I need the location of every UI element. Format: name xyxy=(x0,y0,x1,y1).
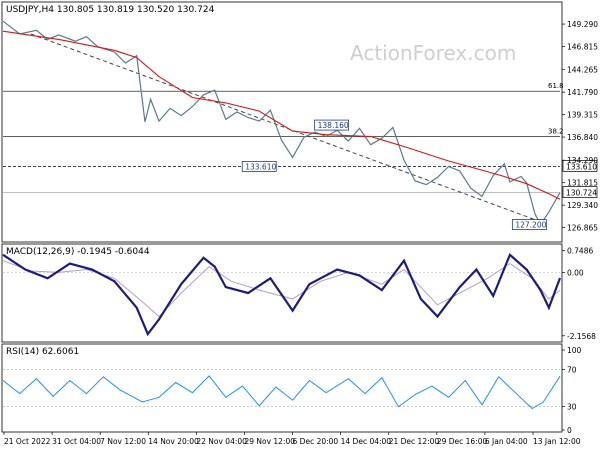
rsi-y-ticks: 100 70 30 0 xyxy=(562,346,582,435)
y-tick-label: 0.00 xyxy=(567,268,584,277)
price-annotation-label: 138.160 xyxy=(318,121,349,130)
x-tick-label: 29 Nov 12:00 xyxy=(244,437,295,446)
current-price-box xyxy=(562,186,598,198)
price-annotation-label: 133.610 xyxy=(245,162,276,171)
price-series xyxy=(2,20,561,226)
y-tick-label: 0.7486 xyxy=(567,246,593,255)
rsi-title: RSI(14) 62.6061 xyxy=(6,347,79,357)
x-axis: 21 Oct 2022 31 Oct 04:00 7 Nov 12:00 14 Nov… xyxy=(3,432,581,446)
y-tick-label: 129.340 xyxy=(567,201,598,210)
price-annotation-label: 127.200 xyxy=(515,221,546,230)
y-tick-label: 30 xyxy=(567,403,577,412)
x-tick-label: 14 Nov 20:00 xyxy=(148,437,199,446)
x-tick-label: 7 Nov 12:00 xyxy=(100,437,146,446)
y-tick-label: 144.265 xyxy=(567,66,598,75)
price-annotation-box xyxy=(511,219,547,230)
fib-level-label: 61.8 xyxy=(548,82,564,90)
y-tick-label: 139.315 xyxy=(567,111,598,120)
x-tick-label: 6 Dec 20:00 xyxy=(293,437,339,446)
y-tick-label: 0 xyxy=(567,426,572,435)
price-annotation-box xyxy=(314,119,350,131)
current-price-label: 130.724 xyxy=(566,189,597,198)
macd-pane-frame xyxy=(1,243,563,343)
y-tick-label: 141.790 xyxy=(567,88,598,97)
y-tick-label: 134.290 xyxy=(567,156,598,165)
price-y-ticks: 149.290 146.815 144.265 141.790 139.315 136.8… xyxy=(562,20,598,233)
x-tick-label: 6 Jan 04:00 xyxy=(485,437,528,446)
fib-level-label: 38.2 xyxy=(548,128,564,136)
watermark: ActionForex.com xyxy=(350,41,516,65)
y-tick-label: 149.290 xyxy=(567,20,598,29)
support-level-box xyxy=(562,160,598,172)
support-level-label: 133.610 xyxy=(566,162,597,171)
y-tick-label: 126.865 xyxy=(567,224,598,233)
price-title-symbol: USDJPY,H4 xyxy=(6,5,54,15)
price-title: USDJPY,H4 130.805 130.819 130.520 130.72… xyxy=(6,5,215,15)
y-tick-label: -2.1568 xyxy=(567,332,596,341)
rsi-pane: 100 70 30 0 RSI(14) 62.6061 xyxy=(1,343,582,435)
macd-pane: 0.7486 0.00 -2.1568 MACD(12,26,9) -0.1945 … xyxy=(1,243,596,343)
price-pane-frame xyxy=(1,1,563,243)
price-annotation-box xyxy=(241,160,277,172)
y-tick-label: 131.815 xyxy=(567,179,598,188)
macd-series xyxy=(2,252,562,337)
macd-title: MACD(12,26,9) -0.1945 -0.6044 xyxy=(6,247,150,257)
x-tick-label: 14 Dec 04:00 xyxy=(341,437,392,446)
macd-y-ticks: 0.7486 0.00 -2.1568 xyxy=(562,246,596,341)
price-annotations: 138.160 133.610 127.200 xyxy=(241,119,547,230)
x-tick-label: 21 Oct 2022 xyxy=(4,437,51,446)
x-tick-label: 22 Nov 04:00 xyxy=(196,437,247,446)
rsi-series xyxy=(2,375,561,410)
x-tick-label: 31 Oct 04:00 xyxy=(52,437,101,446)
price-ohlc: 130.805 130.819 130.520 130.724 xyxy=(57,5,215,15)
y-tick-label: 70 xyxy=(567,365,577,374)
x-tick-label: 29 Dec 16:00 xyxy=(437,437,488,446)
y-tick-label: 100 xyxy=(567,346,582,355)
y-tick-label: 146.815 xyxy=(567,43,598,52)
price-pane: ActionForex.com 61.8 38.2 133.610 130.724 1… xyxy=(1,1,598,243)
price-levels: 61.8 38.2 133.610 130.724 xyxy=(3,82,598,198)
x-tick-label: 13 Jan 12:00 xyxy=(533,437,581,446)
rsi-grid xyxy=(3,368,560,408)
x-tick-label: 21 Dec 12:00 xyxy=(389,437,440,446)
moving-average-series xyxy=(2,30,561,200)
y-tick-label: 136.840 xyxy=(567,133,598,142)
rsi-pane-frame xyxy=(1,343,563,433)
